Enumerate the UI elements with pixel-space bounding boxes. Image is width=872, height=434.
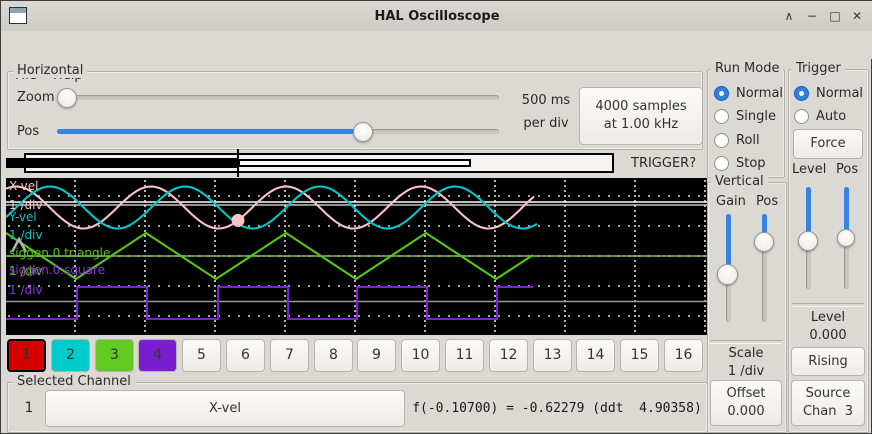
vertical-separator xyxy=(710,340,782,344)
trigger-level-slider-fill xyxy=(806,187,811,235)
radio-label: Normal xyxy=(816,86,863,101)
trigger-option-normal[interactable]: Normal xyxy=(794,84,863,102)
trigger-status-label: TRIGGER? xyxy=(631,156,696,171)
trigger-level-slider-label: Level xyxy=(792,162,826,177)
vertical-pos-slider-fill xyxy=(762,214,767,234)
minimize-icon[interactable]: − xyxy=(803,7,821,25)
time-per-div-unit: per div xyxy=(517,113,575,133)
samples-button[interactable]: 4000 samples at 1.00 kHz xyxy=(579,87,703,145)
channel-button-3[interactable]: 3 xyxy=(95,339,134,372)
trigger-option-auto[interactable]: Auto xyxy=(794,108,846,126)
trigger-level-readout-value: 0.000 xyxy=(790,327,866,343)
run-mode-frame-label: Run Mode xyxy=(711,62,783,76)
channel-button-2[interactable]: 2 xyxy=(51,339,90,372)
scale-readout-value: 1 /div xyxy=(708,363,784,379)
radio-icon[interactable] xyxy=(714,86,729,101)
trigger-sample-marker xyxy=(232,214,245,227)
gain-slider-label: Gain xyxy=(716,194,746,209)
trigger-pos-slider-label: Pos xyxy=(836,162,858,177)
radio-label: Normal xyxy=(736,86,783,101)
trigger-separator xyxy=(792,303,864,307)
shade-icon[interactable]: ∧ xyxy=(780,7,798,25)
horizontal-frame-label: Horizontal xyxy=(13,64,87,78)
channel-button-7[interactable]: 7 xyxy=(270,339,309,372)
pos-slider-handle[interactable] xyxy=(353,122,373,142)
channel-value-readout: f(-0.10700) = -0.62279 (ddt 4.90358) xyxy=(407,391,707,425)
channel-button-9[interactable]: 9 xyxy=(357,339,396,372)
radio-icon[interactable] xyxy=(794,86,809,101)
recorded-data-bar xyxy=(6,158,238,168)
radio-label: Roll xyxy=(736,133,760,148)
vertical-pos-slider-handle[interactable] xyxy=(754,232,774,252)
channel-button-5[interactable]: 5 xyxy=(182,339,221,372)
trace-label: Y-vel xyxy=(8,210,37,224)
trigger-level-slider-handle[interactable] xyxy=(798,231,818,251)
trigger-level-readout-label: Level xyxy=(790,309,866,325)
time-per-div-value: 500 ms xyxy=(517,90,575,110)
title-bar[interactable]: HAL Oscilloscope ∧ − □ ✕ xyxy=(1,1,872,32)
vertical-frame-label: Vertical xyxy=(711,175,768,189)
scope-display[interactable]: X-vel1 /divY-vel1 /divsiggen.0.triangle1… xyxy=(6,178,707,335)
radio-label: Stop xyxy=(736,156,766,171)
trace-label: siggen.0.triangle xyxy=(9,246,110,260)
close-icon[interactable]: ✕ xyxy=(848,7,866,25)
channel-button-8[interactable]: 8 xyxy=(314,339,353,372)
radio-icon[interactable] xyxy=(794,109,809,124)
gain-slider-fill xyxy=(726,214,731,269)
trigger-pos-slider-handle[interactable] xyxy=(837,229,855,247)
force-trigger-button[interactable]: Force xyxy=(793,129,863,159)
trigger-edge-button[interactable]: Rising xyxy=(791,347,865,376)
run-mode-option-stop[interactable]: Stop xyxy=(714,155,766,173)
channel-button-12[interactable]: 12 xyxy=(489,339,528,372)
hal-oscilloscope-window: { "window": { "title": "HAL Oscilloscope… xyxy=(0,0,872,434)
selected-channel-frame-label: Selected Channel xyxy=(13,375,135,389)
trigger-frame-label: Trigger xyxy=(792,62,845,76)
trigger-pos-slider-fill xyxy=(844,187,849,231)
trace-label: siggen.0.square xyxy=(9,263,105,277)
channel-button-4[interactable]: 4 xyxy=(138,339,177,372)
run-mode-option-roll[interactable]: Roll xyxy=(714,131,760,149)
run-mode-option-normal[interactable]: Normal xyxy=(714,84,783,102)
vertical-pos-slider-label: Pos xyxy=(756,194,778,209)
selected-channel-number: 1 xyxy=(17,391,41,425)
radio-label: Single xyxy=(736,109,776,124)
channel-button-14[interactable]: 14 xyxy=(576,339,615,372)
displayed-window-bar xyxy=(238,159,471,167)
trace-label: X-vel xyxy=(9,179,38,193)
window-title: HAL Oscilloscope xyxy=(1,1,872,31)
trace-label: 1 /div xyxy=(9,283,43,297)
offset-button[interactable]: Offset 0.000 xyxy=(710,380,782,426)
scale-readout-label: Scale xyxy=(708,345,784,361)
radio-label: Auto xyxy=(816,109,846,124)
channel-button-15[interactable]: 15 xyxy=(620,339,659,372)
zoom-slider-handle[interactable] xyxy=(57,88,77,108)
zoom-slider-label: Zoom xyxy=(17,90,54,105)
radio-icon[interactable] xyxy=(714,133,729,148)
channel-button-6[interactable]: 6 xyxy=(226,339,265,372)
trigger-source-button[interactable]: Source Chan 3 xyxy=(791,380,865,426)
trigger-position-marker xyxy=(237,149,239,177)
channel-button-1[interactable]: 1 xyxy=(7,339,46,372)
selected-channel-name-button[interactable]: X-vel xyxy=(45,390,405,427)
maximize-icon[interactable]: □ xyxy=(826,7,844,25)
menu-bar: File Help xyxy=(1,31,872,59)
channel-button-10[interactable]: 10 xyxy=(401,339,440,372)
pos-slider-fill xyxy=(57,129,354,134)
scope-traces: X-vel1 /divY-vel1 /divsiggen.0.triangle1… xyxy=(6,178,707,335)
channel-button-13[interactable]: 13 xyxy=(533,339,572,372)
channel-button-16[interactable]: 16 xyxy=(664,339,703,372)
zoom-slider-track[interactable] xyxy=(57,95,499,100)
pos-slider-label: Pos xyxy=(17,124,39,139)
radio-icon[interactable] xyxy=(714,109,729,124)
gain-slider-handle[interactable] xyxy=(717,264,738,285)
trace-label: 1 /div xyxy=(9,228,43,242)
channel-button-11[interactable]: 11 xyxy=(445,339,484,372)
radio-icon[interactable] xyxy=(714,156,729,171)
run-mode-option-single[interactable]: Single xyxy=(714,108,776,126)
